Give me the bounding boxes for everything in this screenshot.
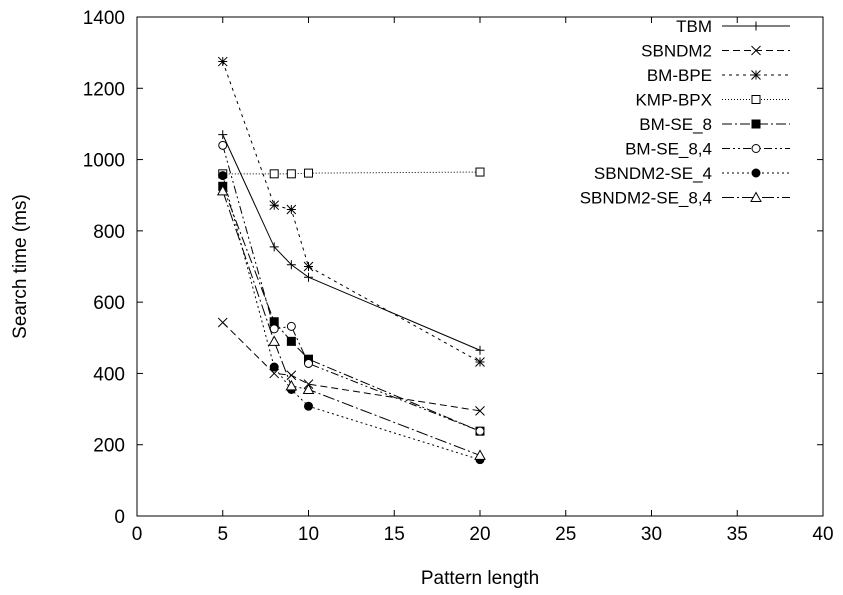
data-point bbox=[216, 184, 229, 196]
y-tick-label: 400 bbox=[93, 364, 125, 385]
data-point bbox=[474, 449, 486, 460]
data-point bbox=[269, 169, 279, 179]
series-tbm bbox=[218, 130, 485, 355]
data-point bbox=[286, 260, 296, 270]
series-kmp-bpx bbox=[218, 167, 485, 179]
data-point bbox=[304, 272, 313, 282]
y-axis-label: Search time (ms) bbox=[10, 194, 31, 339]
series-line bbox=[222, 145, 481, 432]
series-sbndm2-se-8-4 bbox=[216, 184, 486, 460]
legend-label: BM-SE_8 bbox=[639, 115, 712, 134]
legend-marker bbox=[750, 191, 762, 202]
data-point bbox=[304, 401, 313, 411]
legend-label: BM-SE_8,4 bbox=[625, 140, 712, 159]
legend: TBM SBNDM2 BM-BPE KMP-BPX BM-SE_8 BM-SE_8,4 SB… bbox=[580, 17, 790, 208]
x-tick-label: 20 bbox=[469, 524, 490, 545]
legend-marker bbox=[751, 144, 761, 153]
plot-frame bbox=[136, 16, 824, 517]
legend-label: TBM bbox=[676, 17, 712, 36]
data-point bbox=[475, 357, 485, 367]
data-point bbox=[286, 336, 296, 346]
legend-marker bbox=[751, 95, 761, 104]
data-point bbox=[303, 261, 314, 272]
data-point bbox=[217, 317, 228, 328]
data-point bbox=[268, 335, 281, 346]
data-point bbox=[269, 362, 279, 372]
data-point bbox=[304, 358, 313, 368]
x-axis-label: Pattern length bbox=[421, 568, 539, 589]
data-point bbox=[285, 379, 298, 391]
data-point bbox=[302, 383, 315, 394]
series-sbndm2-se-4 bbox=[218, 171, 485, 465]
x-tick-label: 0 bbox=[132, 524, 143, 545]
legend-item: TBM bbox=[676, 17, 790, 36]
data-point bbox=[218, 171, 228, 181]
series-line bbox=[222, 190, 481, 456]
legend-marker bbox=[751, 21, 761, 31]
y-tick-label: 800 bbox=[93, 222, 125, 243]
series-bm-bpe bbox=[217, 56, 485, 367]
series-line bbox=[222, 322, 481, 412]
data-point bbox=[304, 168, 313, 178]
legend-item: KMP-BPX bbox=[635, 91, 790, 110]
y-tick-label: 1200 bbox=[83, 79, 125, 100]
x-tick-label: 35 bbox=[727, 524, 748, 545]
y-tick-label: 1000 bbox=[83, 151, 125, 172]
data-point bbox=[286, 321, 296, 331]
data-point bbox=[269, 200, 280, 211]
legend-marker bbox=[751, 168, 761, 178]
series-line bbox=[222, 186, 481, 432]
legend-marker bbox=[751, 45, 761, 56]
legend-item: SBNDM2-SE_4 bbox=[594, 164, 790, 183]
series-line bbox=[222, 134, 481, 351]
legend-item: BM-BPE bbox=[647, 66, 790, 85]
data-point bbox=[286, 370, 297, 381]
data-point bbox=[269, 242, 279, 252]
series-sbndm2 bbox=[217, 317, 485, 416]
x-tick-label: 15 bbox=[384, 524, 405, 545]
legend-item: SBNDM2-SE_8,4 bbox=[580, 189, 790, 208]
axes: 0 5 10 15 20 25 30 35 40020040060080010001200140… bbox=[83, 8, 834, 545]
series-line bbox=[222, 61, 481, 363]
legend-item: BM-SE_8,4 bbox=[625, 140, 790, 159]
data-point bbox=[217, 56, 228, 67]
legend-label: SBNDM2-SE_8,4 bbox=[580, 189, 712, 208]
series-bm-se-8-4 bbox=[218, 140, 485, 436]
data-point bbox=[218, 140, 228, 150]
legend-label: SBNDM2-SE_4 bbox=[594, 164, 712, 183]
x-tick-label: 25 bbox=[555, 524, 576, 545]
series-layer bbox=[216, 56, 486, 465]
x-tick-label: 10 bbox=[298, 524, 319, 545]
series-bm-se-8 bbox=[218, 181, 485, 436]
legend-label: KMP-BPX bbox=[635, 91, 712, 110]
y-tick-label: 1400 bbox=[83, 8, 125, 29]
data-point bbox=[475, 167, 485, 177]
legend-marker bbox=[751, 70, 761, 80]
legend-marker bbox=[751, 119, 761, 129]
data-point bbox=[475, 345, 485, 355]
y-tick-label: 0 bbox=[114, 507, 125, 528]
x-tick-label: 5 bbox=[217, 524, 228, 545]
data-point bbox=[286, 204, 297, 215]
x-tick-label: 30 bbox=[641, 524, 662, 545]
data-point bbox=[475, 406, 485, 416]
data-point bbox=[286, 169, 296, 179]
legend-item: BM-SE_8 bbox=[639, 115, 790, 134]
y-tick-label: 200 bbox=[93, 436, 125, 457]
y-tick-label: 600 bbox=[93, 293, 125, 314]
data-point bbox=[218, 130, 228, 140]
series-line bbox=[222, 171, 481, 175]
legend-item: SBNDM2 bbox=[641, 42, 790, 61]
data-point bbox=[475, 426, 485, 436]
data-point bbox=[269, 368, 280, 379]
legend-label: SBNDM2 bbox=[641, 42, 712, 61]
x-tick-label: 40 bbox=[812, 524, 833, 545]
legend-label: BM-BPE bbox=[647, 66, 712, 85]
